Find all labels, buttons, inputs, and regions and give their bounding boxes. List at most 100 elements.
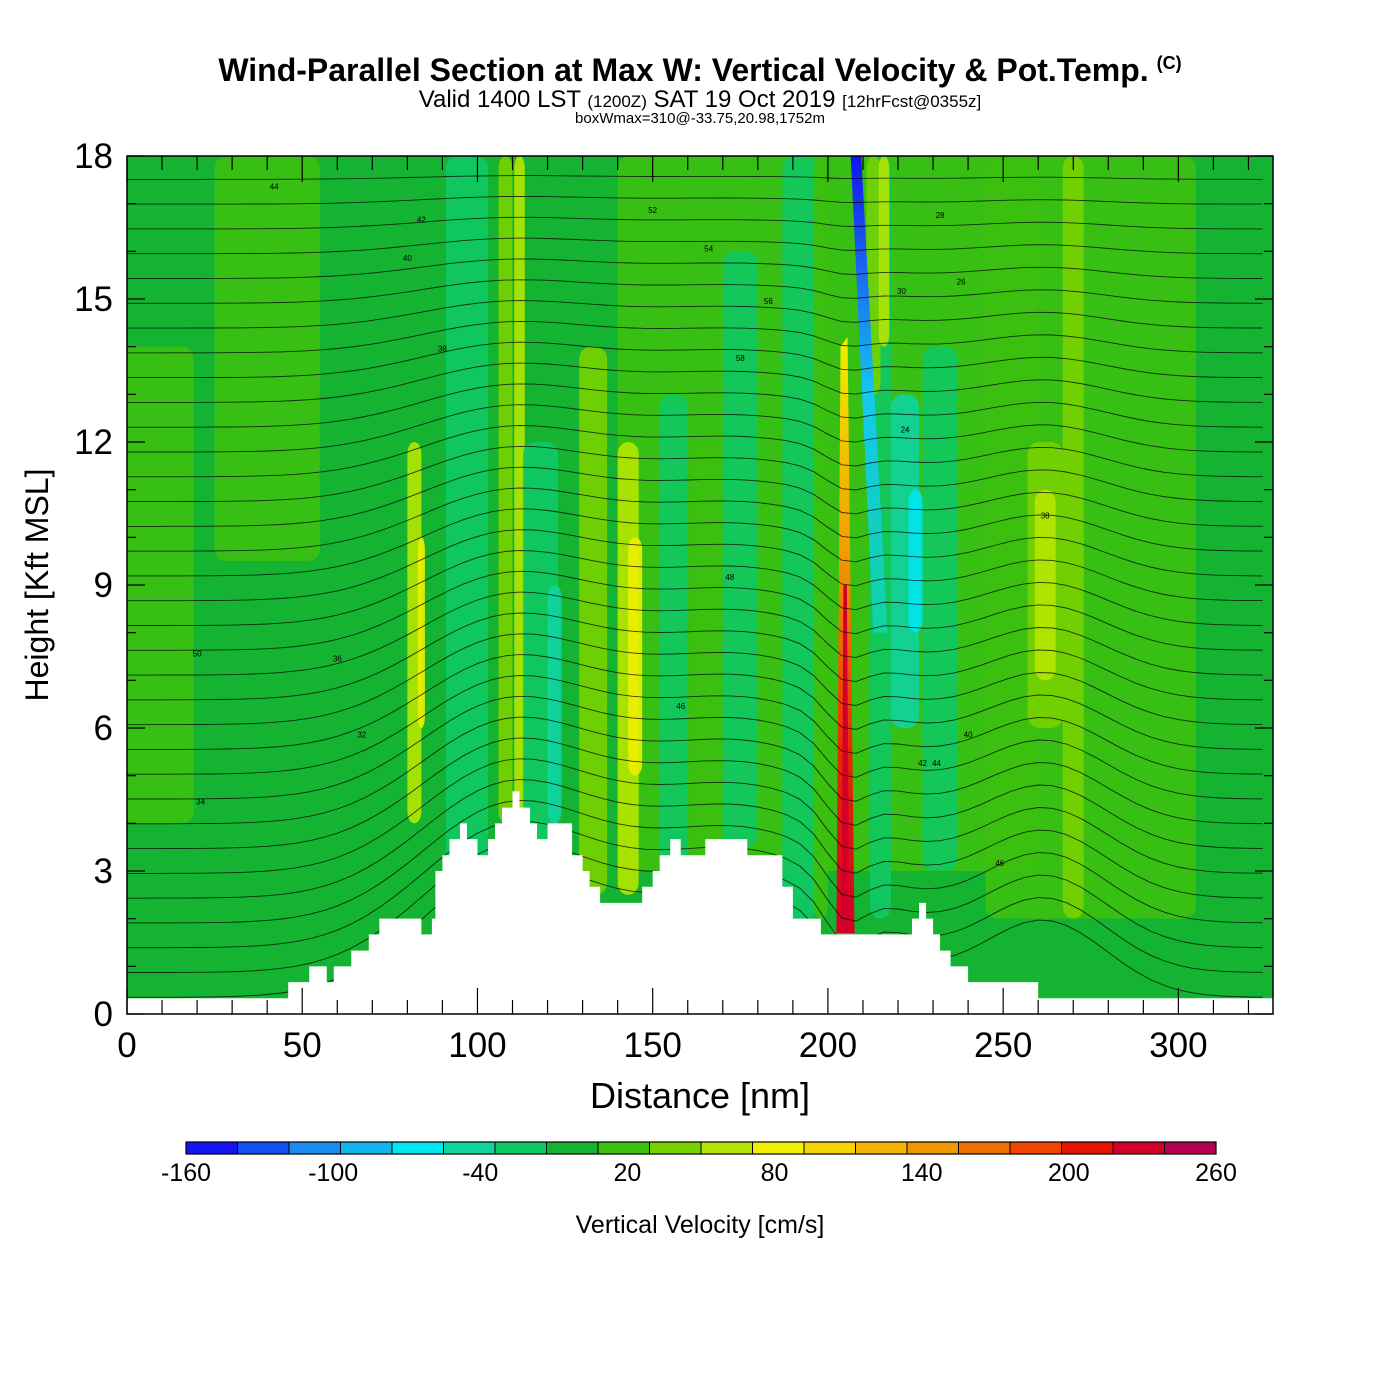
- colorbar-tick-label: 260: [1195, 1159, 1237, 1187]
- velocity-band: [628, 537, 643, 776]
- theta-contour-line: [127, 196, 1263, 205]
- updraft-core: [841, 585, 850, 933]
- downdraft-streak: [850, 156, 888, 633]
- contour-label: 40: [964, 731, 973, 740]
- y-tick-label: 9: [94, 566, 113, 605]
- colorbar-swatch: [289, 1142, 341, 1154]
- theta-contour-line: [127, 591, 1263, 676]
- contour-label: 50: [193, 650, 202, 659]
- theta-contour-line: [127, 820, 1263, 949]
- contour-label: 30: [897, 287, 906, 296]
- colorbar-swatch: [495, 1142, 547, 1154]
- colorbar-tick-label: 140: [901, 1159, 943, 1187]
- velocity-band: [547, 585, 562, 824]
- colorbar-swatch: [701, 1142, 753, 1154]
- theta-contour-line: [127, 425, 1263, 478]
- contour-label: 28: [936, 211, 945, 220]
- contour-label: 38: [1041, 511, 1050, 520]
- x-tick-label: 50: [283, 1026, 322, 1065]
- colorbar-swatch: [1061, 1142, 1114, 1154]
- y-axis-label: Height [Kft MSL]: [19, 469, 55, 702]
- contour-label: 46: [995, 859, 1004, 868]
- colorbar-swatch: [1010, 1142, 1062, 1154]
- theta-contour-line: [127, 654, 1263, 750]
- colorbar-tick-label: 200: [1048, 1159, 1090, 1187]
- y-tick-label: 0: [94, 995, 113, 1034]
- theta-contour-line: [127, 570, 1263, 651]
- velocity-band: [579, 346, 608, 895]
- velocity-band: [417, 537, 425, 728]
- velocity-band: [407, 442, 422, 824]
- velocity-band: [922, 346, 958, 872]
- velocity-band: [722, 251, 758, 848]
- velocity-band: [691, 442, 720, 848]
- colorbar-tick-label: 80: [761, 1159, 789, 1187]
- contour-label: 42: [918, 759, 927, 768]
- x-axis: 0 50 100 150 200 250 300: [117, 156, 1250, 1065]
- theta-contour-line: [127, 258, 1263, 279]
- box-max-note: boxWmax=310@-33.75,20.98,1752m: [575, 110, 825, 127]
- colorbar-tick-label: -40: [462, 1159, 498, 1187]
- theta-contour-line: [127, 175, 1263, 180]
- x-tick-label: 250: [974, 1026, 1032, 1065]
- colorbar-tick-label: -100: [308, 1159, 358, 1187]
- colorbar-swatch: [649, 1142, 702, 1154]
- velocity-band: [908, 489, 923, 633]
- colorbar-swatch: [546, 1142, 599, 1154]
- colorbar-swatch: [1113, 1142, 1165, 1154]
- colorbar-swatch: [443, 1142, 496, 1154]
- theta-contour-line: [127, 341, 1263, 379]
- copyright-mark: (C): [1156, 53, 1182, 73]
- velocity-band: [1062, 156, 1084, 919]
- y-tick-label: 3: [94, 852, 113, 891]
- theta-contour-line: [127, 383, 1263, 428]
- contour-label: 46: [676, 702, 685, 711]
- colorbar-swatch: [855, 1142, 908, 1154]
- y-tick-label: 18: [74, 137, 113, 176]
- contour-label: 40: [403, 254, 412, 263]
- theta-contour-line: [127, 716, 1263, 825]
- contour-label: 42: [417, 216, 426, 225]
- colorbar-swatch: [392, 1142, 444, 1154]
- x-axis-label: Distance [nm]: [590, 1075, 810, 1116]
- x-tick-label: 0: [117, 1026, 136, 1065]
- velocity-band: [878, 156, 890, 347]
- theta-contour-line: [127, 237, 1263, 255]
- theta-contour-line: [127, 529, 1263, 602]
- theta-contour-line: [127, 779, 1263, 899]
- contour-label: 44: [270, 182, 279, 191]
- theta-contour-line: [127, 279, 1263, 304]
- contour-label: 56: [764, 297, 773, 306]
- velocity-band: [127, 346, 194, 824]
- contour-label: 34: [196, 797, 205, 806]
- chart-subtitle: Valid 1400 LST (1200Z) SAT 19 Oct 2019 […: [418, 86, 982, 113]
- theta-contour-line: [127, 404, 1263, 453]
- y-tick-label: 15: [74, 280, 113, 319]
- theta-contour-line: [127, 799, 1263, 924]
- contour-label: 24: [901, 425, 910, 434]
- theta-contour-line: [127, 675, 1263, 775]
- velocity-band: [214, 156, 320, 562]
- theta-contour-line: [127, 320, 1263, 354]
- velocity-band: [891, 394, 920, 728]
- theta-contour-line: [127, 737, 1263, 850]
- contour-label: 54: [704, 244, 713, 253]
- contour-label: 44: [932, 759, 941, 768]
- theta-contour-line: [127, 466, 1263, 527]
- theta-contour-line: [127, 695, 1263, 800]
- colorbar-swatch: [1164, 1142, 1217, 1154]
- colorbar: -160 -100 -40 20 80 140 200 260: [161, 1141, 1237, 1187]
- chart-title: Wind-Parallel Section at Max W: Vertical…: [218, 52, 1182, 88]
- velocity-band: [985, 156, 1196, 919]
- contour-label: 52: [648, 206, 657, 215]
- theta-contour-line: [127, 612, 1263, 701]
- velocity-band: [782, 156, 818, 919]
- colorbar-swatch: [340, 1142, 393, 1154]
- colorbar-swatch: [186, 1142, 238, 1154]
- theta-contour-line: [127, 445, 1263, 503]
- colorbar-swatch: [237, 1142, 290, 1154]
- colorbar-swatch: [752, 1142, 805, 1154]
- x-tick-label: 300: [1149, 1026, 1207, 1065]
